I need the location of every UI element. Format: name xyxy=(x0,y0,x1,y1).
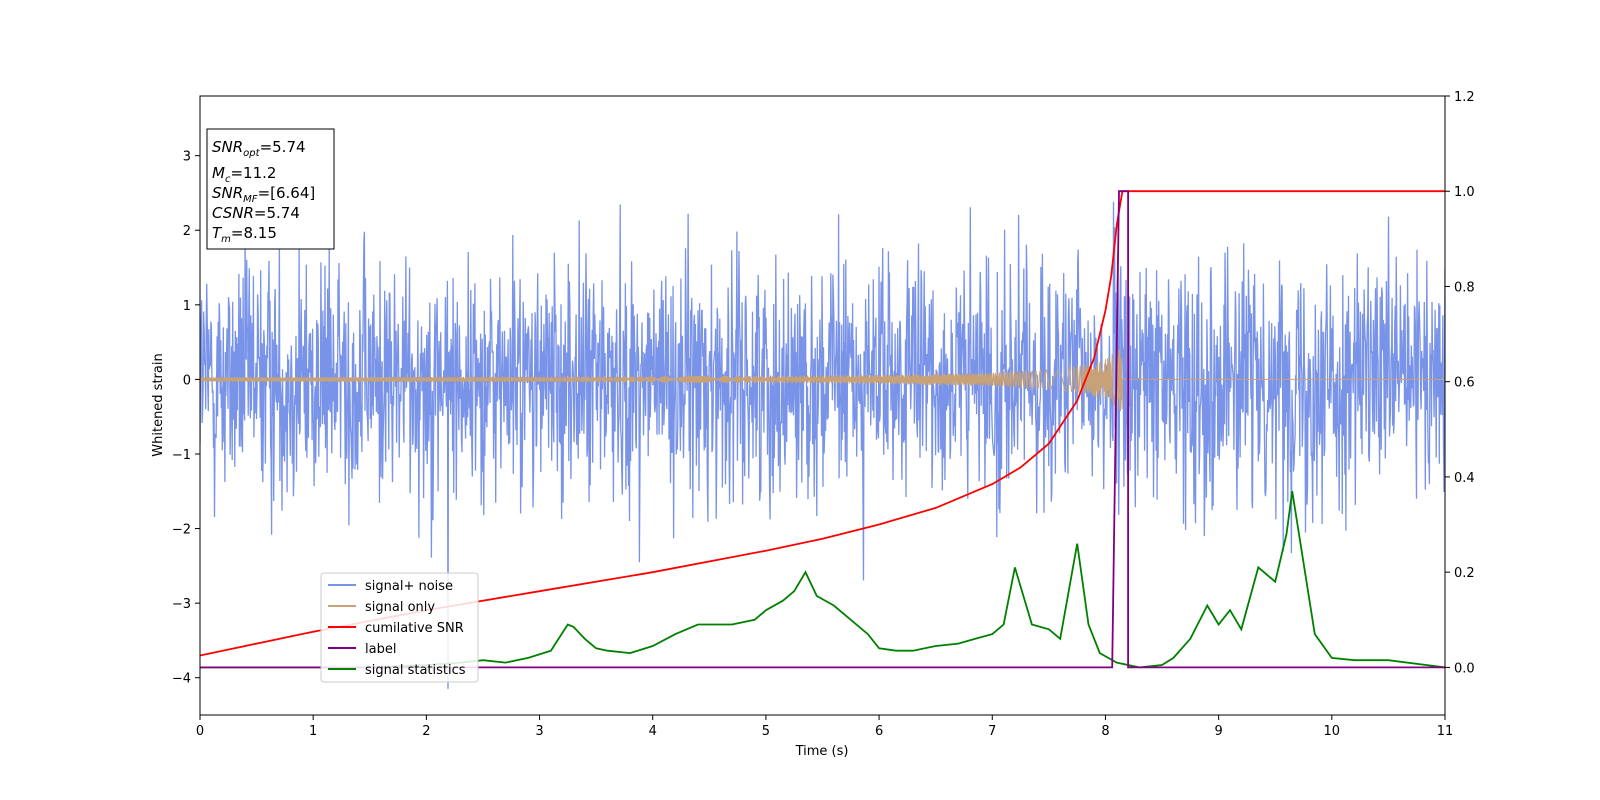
y-axis-right-ticks: 1.2 1.0 0.8 0.6 0.4 0.2 0.0 xyxy=(1445,90,1475,676)
tm-value: 8.15 xyxy=(244,224,277,242)
y-left-tick-label: −1 xyxy=(172,448,191,463)
x-tick-label: 0 xyxy=(196,724,204,739)
y-left-tick-label: 0 xyxy=(183,373,191,388)
x-tick-label: 11 xyxy=(1437,724,1454,739)
legend-label-cumulative-snr: cumilative SNR xyxy=(365,621,464,636)
y-left-tick-label: 1 xyxy=(183,299,191,314)
snr-opt-line: SNRopt=5.74 xyxy=(212,138,306,159)
y-axis-label: Whitened strain xyxy=(151,353,166,456)
snr-opt-value: 5.74 xyxy=(272,138,305,156)
snr-mf-value: [6.64] xyxy=(270,184,315,202)
y-left-tick-label: −3 xyxy=(172,597,191,612)
y-right-tick-label: 0.6 xyxy=(1454,376,1475,391)
y-right-tick-label: 0.4 xyxy=(1454,471,1475,486)
y-right-tick-label: 1.0 xyxy=(1454,185,1475,200)
legend-label-signal-noise: signal+ noise xyxy=(365,579,453,594)
y-left-tick-label: −4 xyxy=(172,672,191,687)
series-line-signal-noise xyxy=(200,201,1445,689)
x-tick-label: 1 xyxy=(309,724,317,739)
y-right-tick-label: 1.2 xyxy=(1454,90,1475,105)
series-line-signal-only xyxy=(200,349,1445,412)
legend: signal+ noise signal only cumilative SNR… xyxy=(320,572,479,683)
y-left-tick-label: 2 xyxy=(183,224,191,239)
series-line-signal-statistics xyxy=(200,491,1445,669)
x-tick-label: 6 xyxy=(875,724,883,739)
y-axis-left-ticks: 3 2 1 0 −1 −2 −3 −4 xyxy=(172,150,200,687)
x-axis-ticks: 0 1 2 3 4 5 6 7 8 9 10 11 xyxy=(196,715,1453,739)
y-left-tick-label: −2 xyxy=(172,523,191,538)
x-tick-label: 2 xyxy=(422,724,430,739)
x-tick-label: 4 xyxy=(649,724,657,739)
y-left-tick-label: 3 xyxy=(183,150,191,165)
y-right-tick-label: 0.8 xyxy=(1454,280,1475,295)
mc-line: Mc=11.2 xyxy=(212,164,276,185)
axes-frame xyxy=(199,95,1446,716)
csnr-value: 5.74 xyxy=(267,204,300,222)
series-line-label xyxy=(200,190,1445,669)
legend-label-signal-statistics: signal statistics xyxy=(365,663,466,678)
x-tick-label: 9 xyxy=(1214,724,1222,739)
series-line-cumulative-snr xyxy=(200,190,1445,657)
y-right-tick-label: 0.0 xyxy=(1454,661,1475,676)
x-axis-label: Time (s) xyxy=(795,744,849,759)
legend-label-label: label xyxy=(365,642,396,657)
x-tick-label: 10 xyxy=(1324,724,1341,739)
mc-value: 11.2 xyxy=(243,164,276,182)
x-tick-label: 8 xyxy=(1101,724,1109,739)
x-tick-label: 7 xyxy=(988,724,996,739)
y-right-tick-label: 0.2 xyxy=(1454,566,1475,581)
x-tick-label: 3 xyxy=(535,724,543,739)
plot-area xyxy=(200,190,1445,689)
x-tick-label: 5 xyxy=(762,724,770,739)
legend-label-signal-only: signal only xyxy=(365,600,435,615)
tm-line: Tm=8.15 xyxy=(212,224,277,245)
annotation-box: SNRopt=5.74 Mc=11.2 SNRMF=[6.64] CSNR=5.… xyxy=(206,128,335,250)
csnr-line: CSNR=5.74 xyxy=(212,204,300,222)
snr-mf-line: SNRMF=[6.64] xyxy=(212,184,315,205)
